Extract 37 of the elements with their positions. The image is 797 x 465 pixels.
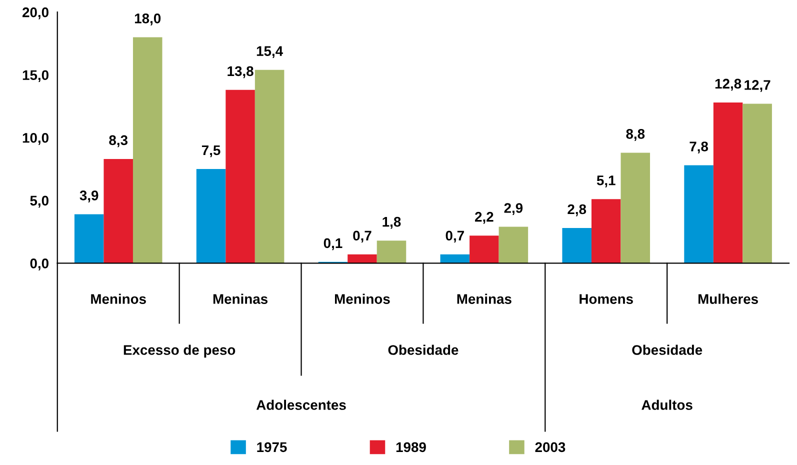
x-tick-label: Homens xyxy=(580,294,633,304)
x-tick-label: Meninas xyxy=(457,294,512,304)
data-label: 8,3 xyxy=(109,135,128,148)
text: Adultos xyxy=(642,400,692,410)
y-tick-label: 5,0 xyxy=(30,196,48,208)
data-label: 13,8 xyxy=(228,66,254,78)
y-tick-label: 15,0 xyxy=(22,70,48,82)
text: Adolescentes xyxy=(256,400,346,410)
x-tick-label: Meninos xyxy=(91,294,146,304)
data-label: 1,8 xyxy=(382,216,401,229)
data-label: 0,7 xyxy=(353,230,372,243)
data-label: 18,0 xyxy=(134,14,161,26)
y-tick-label: 20,0 xyxy=(22,7,48,20)
data-label: 3,9 xyxy=(80,190,98,202)
data-label: 2,8 xyxy=(568,204,586,216)
data-label: 12,8 xyxy=(715,78,742,91)
text: Excesso de peso xyxy=(124,344,236,358)
text: Obesidade xyxy=(388,344,458,355)
data-label: 7,8 xyxy=(690,142,708,154)
legend-label: 1989 xyxy=(396,442,426,452)
data-label: 12,7 xyxy=(744,80,770,92)
x-tick-label: Meninas xyxy=(213,294,268,304)
x-tick-label: Meninos xyxy=(335,294,390,304)
text: Obesidade xyxy=(632,344,702,355)
data-label: 2,9 xyxy=(504,203,523,215)
data-label: 5,1 xyxy=(596,176,616,188)
x-tick-label: Mulheres xyxy=(698,294,758,304)
data-label: 15,4 xyxy=(256,46,284,58)
data-label: 8,8 xyxy=(626,129,645,141)
legend-label: 1975 xyxy=(257,442,287,452)
legend-label: 2003 xyxy=(535,442,566,452)
y-tick-label: 0,0 xyxy=(30,258,48,270)
data-label: 7,5 xyxy=(202,145,220,158)
y-tick-label: 10,0 xyxy=(22,132,48,145)
data-label: 0,1 xyxy=(324,238,342,250)
data-label: 0,7 xyxy=(446,230,464,243)
data-label: 2,2 xyxy=(475,212,494,224)
